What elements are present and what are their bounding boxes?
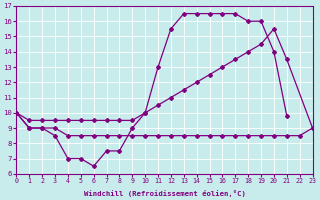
X-axis label: Windchill (Refroidissement éolien,°C): Windchill (Refroidissement éolien,°C) [84,190,245,197]
